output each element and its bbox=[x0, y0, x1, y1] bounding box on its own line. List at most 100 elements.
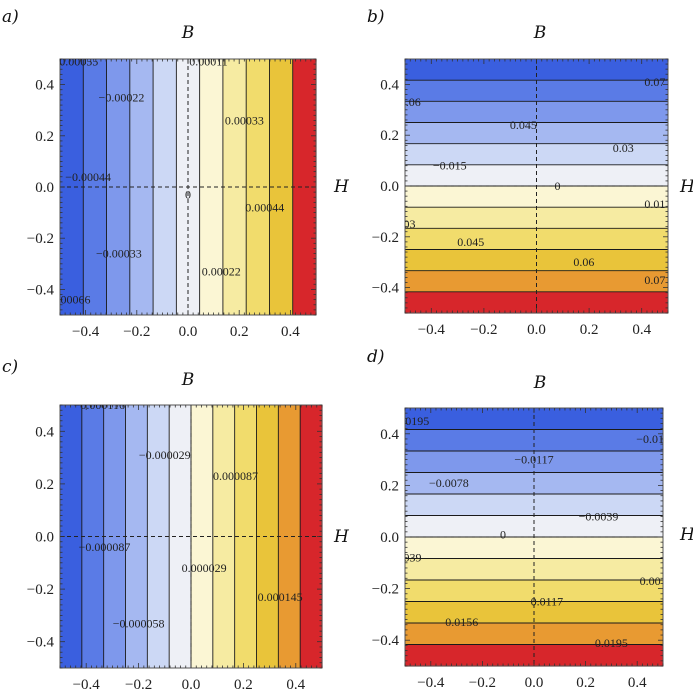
contour-bands bbox=[405, 59, 668, 314]
contour-label: −0.00033 bbox=[96, 247, 142, 261]
contour-band bbox=[405, 515, 663, 538]
x-tick-label: 0.2 bbox=[234, 677, 253, 693]
contour-band bbox=[405, 143, 668, 166]
contour-band bbox=[129, 59, 154, 315]
x-tick-label: −0.2 bbox=[469, 675, 496, 691]
y-tick-label: 0.2 bbox=[380, 128, 399, 144]
y-tick-label: −0.2 bbox=[372, 582, 399, 598]
x-tick-label: 0.0 bbox=[179, 324, 198, 340]
contour-band bbox=[199, 59, 224, 315]
contour-band bbox=[292, 59, 317, 315]
y-axis-title: B bbox=[181, 370, 195, 390]
contour-band bbox=[300, 405, 323, 668]
y-tick-label: −0.4 bbox=[27, 282, 55, 298]
x-tick-label: −0.4 bbox=[72, 324, 100, 340]
contour-label: 0.06 bbox=[400, 95, 421, 109]
panel-label: b) bbox=[367, 7, 385, 27]
contour-label: 0.045 bbox=[510, 118, 537, 132]
panel-d: d) −0.4 −0.2 0.0 0.2 0.4 0.4 0.2 0.0 −0.2 −0.4 B H 0.… bbox=[367, 347, 693, 691]
contour-band bbox=[405, 291, 668, 314]
x-tick-label: 0.4 bbox=[628, 675, 647, 691]
contour-label: 0.000087 bbox=[213, 469, 258, 483]
contour-band bbox=[405, 270, 668, 293]
contour-labels: 0.07 0.06 0.045 0.03 −0.015 0 0.01 0.03 0.045 0.0… bbox=[395, 75, 665, 287]
panel-label: a) bbox=[2, 7, 19, 27]
contour-label: −0.00055 bbox=[52, 55, 98, 69]
y-axis-title: B bbox=[533, 373, 547, 393]
contour-band bbox=[405, 101, 668, 124]
x-tick-label: 0.2 bbox=[576, 675, 595, 691]
contour-label: 0.0195 bbox=[595, 636, 628, 650]
x-tick-label: 0.4 bbox=[286, 677, 305, 693]
contour-label: 0.00044 bbox=[245, 200, 284, 214]
contour-label: 0.0117 bbox=[531, 595, 564, 609]
contour-band bbox=[269, 59, 294, 315]
y-tick-label: 0.0 bbox=[35, 180, 54, 196]
x-tick-label: 0.4 bbox=[281, 324, 300, 340]
contour-label: −0.01 bbox=[636, 432, 664, 446]
contour-band bbox=[405, 429, 663, 452]
contour-label: 0.000116 bbox=[229, 390, 274, 404]
contour-label: 0.06 bbox=[573, 255, 594, 269]
x-tick-label: 0.4 bbox=[632, 322, 651, 338]
contour-labels: −0.000116 0 0.000116 −0.000029 0.000087 −0.00… bbox=[74, 390, 303, 630]
panel-c: c) −0.4 −0.2 0.0 0.2 0.4 0.4 0.2 0.0 −0.2 −0.4 B H −0… bbox=[2, 357, 350, 693]
contour-label: 0.03 bbox=[613, 141, 634, 155]
contour-label: −0.00022 bbox=[99, 90, 145, 104]
contour-band bbox=[405, 249, 668, 272]
contour-label: 0.01 bbox=[644, 197, 665, 211]
y-tick-label: 0.4 bbox=[380, 77, 399, 93]
contour-label: −0.0039 bbox=[579, 509, 619, 523]
contour-label: −0.000087 bbox=[79, 540, 131, 554]
y-tick-label: 0.2 bbox=[35, 129, 54, 145]
y-tick-label: 0.0 bbox=[380, 530, 399, 546]
contour-label: −0.000029 bbox=[139, 448, 191, 462]
x-tick-label: −0.4 bbox=[418, 322, 446, 338]
contour-band bbox=[405, 186, 668, 208]
y-tick-label: 0.0 bbox=[35, 530, 54, 546]
y-tick-label: 0.4 bbox=[35, 78, 54, 94]
contour-label: 0.03 bbox=[395, 217, 416, 231]
contour-label: 0.0039 bbox=[389, 551, 422, 565]
contour-label: −0.0117 bbox=[514, 453, 553, 467]
x-tick-label: −0.2 bbox=[123, 324, 150, 340]
y-tick-label: 0.4 bbox=[35, 424, 54, 440]
contour-band bbox=[405, 408, 663, 431]
contour-bands bbox=[405, 408, 663, 667]
contour-label: 0.0195 bbox=[396, 414, 429, 428]
y-tick-label: 0.2 bbox=[35, 477, 54, 493]
x-tick-label: 0.0 bbox=[527, 322, 546, 338]
contour-band bbox=[405, 494, 663, 517]
x-tick-label: 0.2 bbox=[230, 324, 249, 340]
ticks bbox=[404, 407, 664, 667]
x-tick-label: 0.0 bbox=[525, 675, 544, 691]
contour-band bbox=[405, 472, 663, 495]
x-axis-title: H bbox=[333, 177, 350, 197]
contour-label: 0.07 bbox=[644, 75, 665, 89]
y-tick-label: −0.2 bbox=[27, 231, 54, 247]
contour-label: 0 bbox=[555, 179, 561, 193]
x-tick-label: 0.2 bbox=[580, 322, 599, 338]
contour-band bbox=[60, 405, 83, 668]
contour-label: 0.07 bbox=[644, 273, 665, 287]
x-axis-title: H bbox=[679, 177, 693, 197]
x-axis-title: H bbox=[333, 527, 350, 547]
contour-label: 0.000029 bbox=[182, 561, 227, 575]
contour-label: −0.015 bbox=[433, 159, 467, 173]
y-tick-label: −0.2 bbox=[372, 230, 399, 246]
contour-band bbox=[278, 405, 301, 668]
y-tick-label: −0.2 bbox=[27, 582, 54, 598]
ticks bbox=[59, 58, 317, 316]
contour-band bbox=[256, 405, 279, 668]
y-tick-label: −0.4 bbox=[372, 281, 400, 297]
contour-label: 0.00 bbox=[640, 574, 661, 588]
contour-label: 0 bbox=[500, 527, 506, 541]
y-tick-label: 0.4 bbox=[380, 427, 399, 443]
contour-band bbox=[405, 207, 668, 229]
contour-labels: −0.00055 0.00011 −0.00022 0.00033 −0.00044 0 0… bbox=[52, 55, 284, 315]
contour-label: 0.000145 bbox=[258, 590, 303, 604]
contour-label: −0.0078 bbox=[429, 476, 469, 490]
contour-band bbox=[405, 451, 663, 474]
contour-label: 0 bbox=[167, 390, 173, 404]
